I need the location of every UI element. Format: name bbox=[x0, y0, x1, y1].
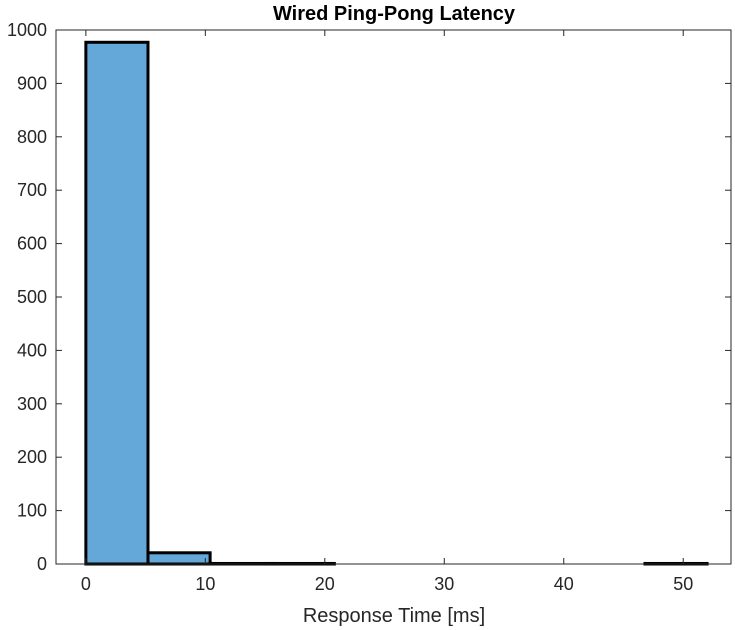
x-tick-label: 50 bbox=[673, 574, 693, 594]
x-axis-label: Response Time [ms] bbox=[303, 605, 485, 627]
y-axis: 0 100 200 300 400 500 600 700 800 900 1000 bbox=[7, 20, 731, 574]
chart-title: Wired Ping-Pong Latency bbox=[273, 3, 516, 25]
y-tick-label: 900 bbox=[17, 73, 47, 93]
plot-frame bbox=[55, 29, 732, 565]
x-tick-label: 40 bbox=[554, 574, 574, 594]
y-tick-label: 100 bbox=[17, 501, 47, 521]
x-axis: 0 10 20 30 40 50 bbox=[81, 30, 693, 594]
y-tick-label: 200 bbox=[17, 447, 47, 467]
bars-group bbox=[84, 40, 709, 566]
x-tick-label: 10 bbox=[195, 574, 215, 594]
histogram-bar bbox=[84, 40, 150, 566]
y-tick-label: 400 bbox=[17, 340, 47, 360]
y-tick-label: 300 bbox=[17, 394, 47, 414]
y-tick-label: 0 bbox=[37, 554, 47, 574]
x-tick-label: 20 bbox=[315, 574, 335, 594]
histogram-bar bbox=[146, 551, 212, 566]
y-tick-label: 1000 bbox=[7, 20, 47, 40]
x-tick-label: 0 bbox=[81, 574, 91, 594]
x-tick-label: 30 bbox=[434, 574, 454, 594]
y-tick-label: 600 bbox=[17, 234, 47, 254]
y-tick-label: 800 bbox=[17, 127, 47, 147]
y-tick-label: 700 bbox=[17, 180, 47, 200]
y-tick-label: 500 bbox=[17, 287, 47, 307]
